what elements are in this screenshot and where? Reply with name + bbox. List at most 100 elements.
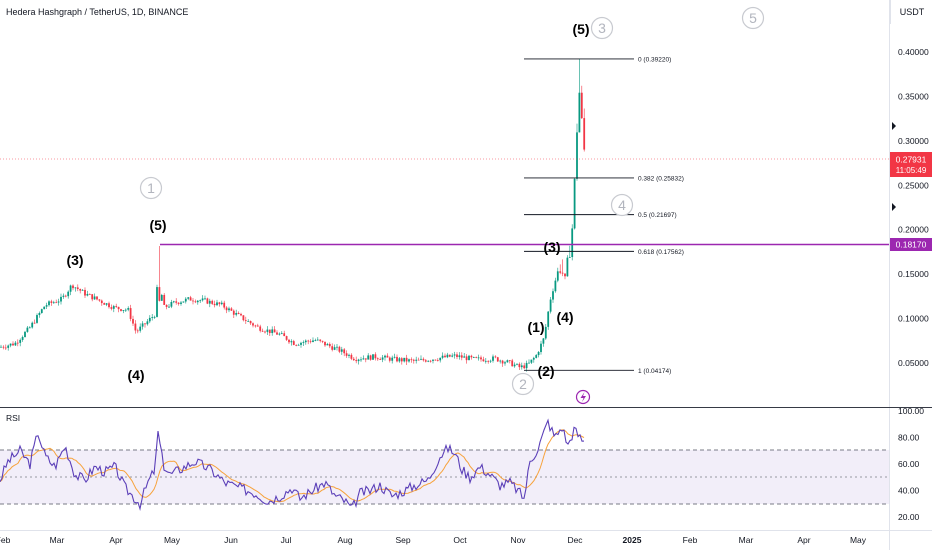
candle-body bbox=[484, 360, 487, 362]
candle-body bbox=[264, 331, 266, 333]
candle-body bbox=[67, 291, 70, 297]
candle-body bbox=[144, 323, 146, 325]
candle-body bbox=[136, 330, 139, 332]
candle-body bbox=[276, 332, 278, 335]
candle-body bbox=[463, 356, 466, 358]
candle-body bbox=[165, 304, 168, 307]
candle-body bbox=[283, 333, 286, 337]
candle-body bbox=[120, 309, 122, 311]
wave-labels: (3) (5) (4) (5) (3) (1) (4) (2) 1 2 3 4 5 bbox=[66, 6, 765, 396]
candle-body bbox=[400, 358, 403, 362]
candle-body bbox=[530, 359, 533, 363]
candle-body bbox=[364, 358, 367, 360]
candle-body bbox=[556, 271, 559, 281]
candle-body bbox=[528, 362, 530, 364]
candle-body bbox=[14, 342, 17, 346]
candle-body bbox=[290, 341, 293, 343]
chart-title: Hedera Hashgraph / TetherUS, 1D, BINANCE bbox=[6, 7, 189, 17]
time-tick-label: May bbox=[850, 535, 867, 545]
candle-body bbox=[115, 306, 118, 307]
candle-body bbox=[225, 307, 228, 311]
candle-body bbox=[280, 333, 283, 335]
lightning-icon bbox=[580, 392, 586, 402]
candle-body bbox=[177, 302, 180, 304]
candle-body bbox=[204, 298, 206, 300]
fib-level-label: 0.382 (0.25832) bbox=[638, 175, 684, 182]
rsi-tick-label: 40.00 bbox=[898, 486, 920, 496]
candle-body bbox=[69, 285, 72, 292]
time-tick-label: Apr bbox=[109, 535, 122, 545]
candle-body bbox=[504, 362, 506, 364]
candle-body bbox=[0, 346, 2, 348]
candle-body bbox=[352, 358, 355, 361]
candle-body bbox=[160, 294, 163, 301]
countdown-label: 11:05:49 bbox=[896, 166, 927, 175]
candle-body bbox=[220, 302, 223, 305]
candle-body bbox=[405, 357, 408, 362]
candle-body bbox=[571, 228, 574, 258]
candle-body bbox=[568, 257, 571, 258]
candle-body bbox=[448, 354, 451, 357]
candle-body bbox=[261, 330, 264, 332]
candle-body bbox=[523, 365, 526, 369]
candle-body bbox=[84, 289, 86, 296]
candle-body bbox=[259, 326, 262, 331]
time-tick-label: Mar bbox=[50, 535, 65, 545]
wave-circle bbox=[590, 16, 614, 40]
price-tick-label: 0.05000 bbox=[898, 358, 929, 368]
candle-body bbox=[184, 298, 187, 302]
candle-body bbox=[285, 336, 288, 340]
wave-circle-label: 4 bbox=[618, 197, 626, 213]
candle-body bbox=[410, 359, 413, 361]
candle-body bbox=[36, 315, 38, 323]
time-tick-label: Mar bbox=[739, 535, 754, 545]
candle-body bbox=[151, 317, 154, 318]
price-tick-label: 0.20000 bbox=[898, 225, 929, 235]
currency-selector[interactable]: USDT bbox=[890, 0, 932, 24]
candle-body bbox=[88, 293, 91, 295]
candle-body bbox=[554, 280, 557, 292]
wave-label: (1) bbox=[527, 319, 544, 335]
candle-body bbox=[112, 306, 115, 309]
candle-body bbox=[381, 357, 384, 360]
candle-body bbox=[494, 356, 497, 358]
candle-body bbox=[168, 306, 170, 308]
candle-body bbox=[314, 340, 317, 341]
candle-body bbox=[237, 313, 240, 314]
candle-body bbox=[201, 298, 204, 301]
fib-level-label: 0 (0.39220) bbox=[638, 56, 671, 63]
candle-body bbox=[516, 363, 518, 365]
rsi-label: RSI bbox=[6, 413, 20, 423]
candle-body bbox=[520, 365, 523, 368]
candle-body bbox=[566, 257, 569, 277]
candle-body bbox=[573, 178, 576, 229]
candle-body bbox=[244, 320, 247, 322]
candle-body bbox=[307, 340, 310, 342]
wave-circle bbox=[741, 6, 765, 30]
price-tick-label: 0.15000 bbox=[898, 269, 929, 279]
candle-body bbox=[93, 296, 96, 300]
price-tick-label: 0.25000 bbox=[898, 180, 929, 190]
candle-body bbox=[446, 354, 449, 358]
candle-body bbox=[302, 342, 305, 343]
candle-body bbox=[122, 310, 125, 311]
candle-body bbox=[38, 312, 41, 316]
candle-body bbox=[206, 298, 209, 304]
candle-body bbox=[518, 363, 521, 368]
wave-circle-label: 5 bbox=[749, 10, 757, 26]
candle-body bbox=[561, 272, 564, 274]
candle-body bbox=[348, 354, 350, 356]
candle-body bbox=[192, 300, 194, 302]
candle-body bbox=[235, 313, 238, 315]
resistance-price-badge bbox=[890, 238, 932, 251]
candle-body bbox=[213, 303, 216, 306]
candle-body bbox=[24, 331, 26, 338]
candle-body bbox=[4, 347, 7, 349]
candle-body bbox=[134, 323, 137, 331]
candle-body bbox=[427, 360, 430, 362]
rsi-tick-label: 60.00 bbox=[898, 459, 920, 469]
price-tick-label: 0.10000 bbox=[898, 314, 929, 324]
candle-body bbox=[230, 308, 233, 311]
candle-body bbox=[453, 354, 456, 356]
candle-body bbox=[110, 307, 113, 309]
